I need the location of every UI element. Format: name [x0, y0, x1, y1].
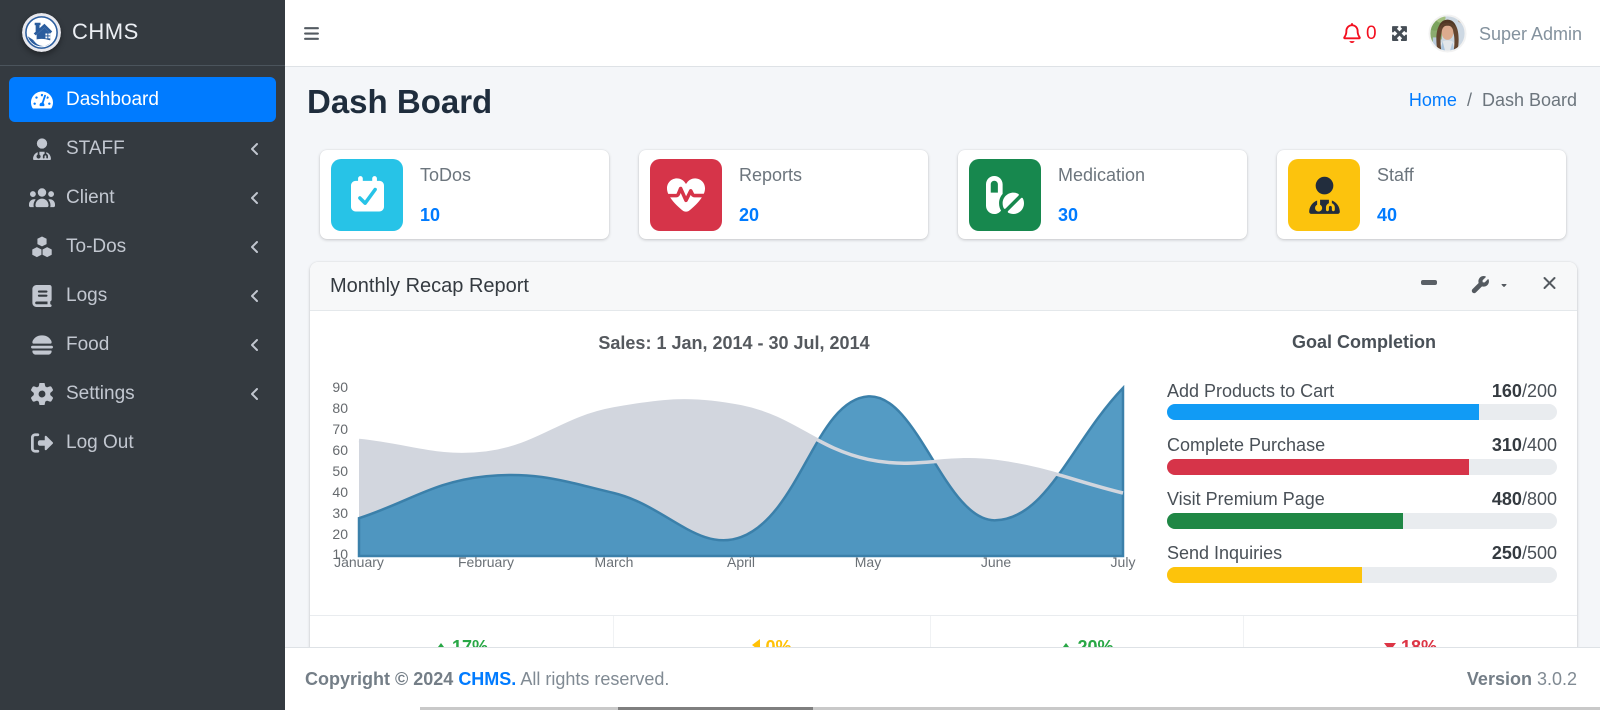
svg-text:80: 80: [332, 400, 348, 416]
svg-text:20: 20: [332, 526, 348, 542]
svg-text:90: 90: [332, 379, 348, 395]
svg-text:60: 60: [332, 442, 348, 458]
svg-text:February: February: [458, 554, 514, 570]
svg-text:May: May: [855, 554, 881, 570]
svg-text:40: 40: [332, 484, 348, 500]
svg-text:June: June: [981, 554, 1012, 570]
svg-text:April: April: [727, 554, 755, 570]
svg-text:July: July: [1111, 554, 1136, 570]
svg-text:March: March: [595, 554, 634, 570]
svg-text:70: 70: [332, 421, 348, 437]
svg-text:10: 10: [332, 546, 348, 562]
svg-text:50: 50: [332, 463, 348, 479]
svg-text:January: January: [334, 554, 384, 570]
svg-text:30: 30: [332, 505, 348, 521]
